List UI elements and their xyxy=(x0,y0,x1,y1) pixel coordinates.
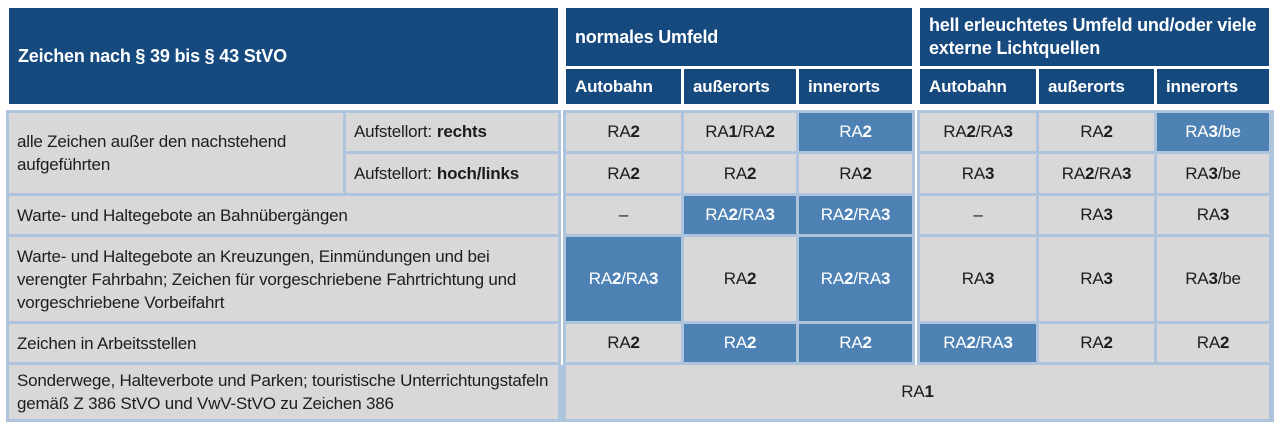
column-group-normal-environment: normales Umfeld xyxy=(566,8,912,66)
column-group-divider xyxy=(561,110,563,365)
value-cell: RA 2 xyxy=(566,113,681,151)
value-cell: RA 3/be xyxy=(1157,154,1269,193)
value-cell: RA 3 xyxy=(1157,196,1269,234)
value-cell-highlighted: RA 2 xyxy=(684,324,796,362)
value-cell: RA 2 xyxy=(566,324,681,362)
value-cell-highlighted: RA 2 xyxy=(799,113,912,151)
value-cell-highlighted: RA 2/RA 3 xyxy=(684,196,796,234)
column-header-innerorts-1: innerorts xyxy=(799,69,912,104)
value-cell: RA 2 xyxy=(1039,113,1154,151)
value-cell: RA 2 xyxy=(1039,324,1154,362)
value-cell: RA 3 xyxy=(1039,196,1154,234)
value-cell: RA 2/RA 3 xyxy=(1039,154,1154,193)
value-cell: RA 2/RA 3 xyxy=(920,113,1036,151)
value-cell: RA 3 xyxy=(1039,237,1154,321)
value-cell: – xyxy=(566,196,681,234)
value-cell: RA 2 xyxy=(684,237,796,321)
table-header: Zeichen nach § 39 bis § 43 StVO normales… xyxy=(6,8,1274,104)
column-group-divider xyxy=(915,110,917,365)
value-cell-full-width: RA 1 xyxy=(566,365,1269,419)
value-cell: RA 2 xyxy=(684,154,796,193)
table-body: alle Zeichen außer den nachstehend aufge… xyxy=(6,110,1274,422)
value-cell: RA 3 xyxy=(920,237,1036,321)
column-header-autobahn-1: Autobahn xyxy=(566,69,681,104)
column-header-ausserorts-1: außerorts xyxy=(684,69,796,104)
row-label: Zeichen in Arbeitsstellen xyxy=(9,324,558,362)
mounting-position-label: Aufstellort: hoch/links xyxy=(346,154,558,193)
column-header-autobahn-2: Autobahn xyxy=(920,69,1036,104)
value-cell-highlighted: RA 2/RA 3 xyxy=(920,324,1036,362)
table-title: Zeichen nach § 39 bis § 43 StVO xyxy=(9,8,558,104)
value-cell-highlighted: RA 2 xyxy=(799,324,912,362)
value-cell: – xyxy=(920,196,1036,234)
column-header-ausserorts-2: außerorts xyxy=(1039,69,1154,104)
row-label: Warte- und Haltegebote an Kreuzungen, Ei… xyxy=(9,237,558,321)
value-cell-highlighted: RA 2/RA 3 xyxy=(799,196,912,234)
value-cell: RA 3 xyxy=(920,154,1036,193)
column-group-bright-environment: hell erleuchtetes Umfeld und/oder viele … xyxy=(920,8,1269,66)
column-header-innerorts-2: innerorts xyxy=(1157,69,1269,104)
row-label: Warte- und Haltegebote an Bahnübergängen xyxy=(9,196,558,234)
value-cell: RA 2 xyxy=(1157,324,1269,362)
row-label: alle Zeichen außer den nachstehend aufge… xyxy=(9,113,343,193)
value-cell: RA 2 xyxy=(566,154,681,193)
mounting-position-label: Aufstellort: rechts xyxy=(346,113,558,151)
value-cell-highlighted: RA 2/RA 3 xyxy=(799,237,912,321)
row-label: Sonderwege, Halteverbote und Parken; tou… xyxy=(9,365,558,419)
value-cell-highlighted: RA 3/be xyxy=(1157,113,1269,151)
value-cell-highlighted: RA 2/RA 3 xyxy=(566,237,681,321)
value-cell: RA 3/be xyxy=(1157,237,1269,321)
value-cell: RA 2 xyxy=(799,154,912,193)
value-cell: RA 1/RA 2 xyxy=(684,113,796,151)
